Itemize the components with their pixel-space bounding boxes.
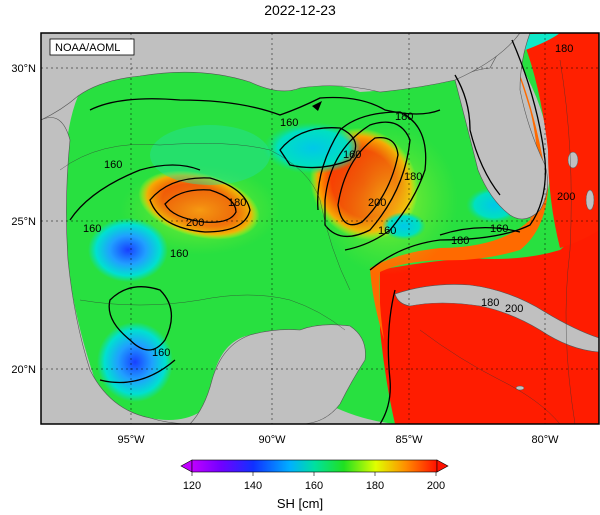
lon-tick-label: 80°W (531, 434, 559, 446)
contour-labels: 160 160 160 160 180 200 180 160 160 180 … (83, 43, 575, 359)
colorbar-label: SH [cm] (276, 496, 324, 511)
thin-contours (59, 59, 576, 424)
cyan-eddy-east (382, 212, 426, 240)
cold-eddy-west-south (97, 322, 173, 402)
contour-label: 160 (170, 248, 188, 260)
map-frame (40, 32, 600, 425)
contour-label: 180 (404, 171, 422, 183)
lat-tick-label: 30°N (11, 63, 36, 75)
lon-tick-label: 85°W (395, 434, 423, 446)
contour-label: 200 (368, 197, 386, 209)
lat-tick-labels: 30°N 25°N 20°N (11, 63, 36, 376)
contour-lines (69, 39, 547, 424)
atlantic-red (520, 33, 599, 248)
contour-label: 160 (343, 149, 361, 161)
colorbar-tick-label: 160 (305, 480, 323, 492)
drifter-marker-icon (312, 101, 322, 111)
cuba (394, 284, 599, 353)
contour-label: 180 (228, 197, 246, 209)
gridlines (41, 33, 599, 424)
contour-label: 180 (481, 297, 499, 309)
contour-label: 180 (451, 235, 469, 247)
colorbar-tick-label: 140 (244, 480, 262, 492)
lon-tick-label: 95°W (117, 434, 145, 446)
credit-label: NOAA/AOML (55, 42, 120, 54)
lat-tick-label: 25°N (11, 216, 36, 228)
contour-label: 180 (395, 111, 413, 123)
contour-label: 160 (83, 223, 101, 235)
map-title: 2022-12-23 (264, 2, 336, 18)
us-coast (41, 33, 521, 121)
cold-eddy-west-north (88, 218, 168, 282)
colorbar-tick-label: 200 (427, 480, 445, 492)
bahamas-island (567, 151, 579, 169)
contour-label: 160 (280, 117, 298, 129)
contour-label: 160 (378, 225, 396, 237)
cayman-island (515, 385, 525, 391)
yucatan (189, 324, 366, 424)
contour-label: 160 (152, 347, 170, 359)
lat-tick-label: 20°N (11, 364, 36, 376)
contour-label: 160 (490, 223, 508, 235)
bahamas-island (585, 189, 595, 211)
credit-box (49, 38, 135, 56)
teal-zone-central (150, 125, 270, 185)
contour-label: 160 (104, 159, 122, 171)
colorbar-tick-label: 120 (183, 480, 201, 492)
lon-tick-label: 90°W (258, 434, 286, 446)
contour-label: 200 (557, 191, 575, 203)
contour-label: 200 (186, 217, 204, 229)
contour-label: 180 (555, 43, 573, 55)
lon-tick-labels: 95°W 90°W 85°W 80°W (117, 434, 559, 446)
colorbar-tick-label: 180 (366, 480, 384, 492)
colorbar: 120 140 160 180 200 (180, 459, 449, 492)
contour-label: 200 (505, 303, 523, 315)
mexico-coast (41, 117, 191, 424)
